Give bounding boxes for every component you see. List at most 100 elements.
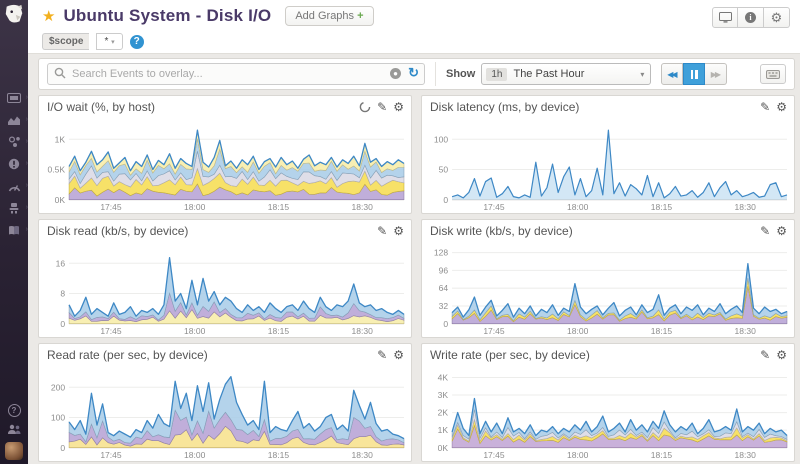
- gear-icon[interactable]: ⚙: [393, 99, 404, 114]
- graph-panel-2: Disk latency (ms, by device) ✎ ⚙ 0 50 100 17:4…: [421, 95, 795, 214]
- page-title: Ubuntu System - Disk I/O: [63, 6, 272, 25]
- sidebar-nav: › › › › › › ›: [5, 91, 28, 237]
- svg-text:18:30: 18:30: [735, 326, 757, 336]
- graph-title: Disk read (kb/s, by device): [47, 223, 189, 238]
- pencil-icon[interactable]: ✎: [760, 99, 771, 114]
- info-glyph: i: [745, 12, 756, 23]
- pencil-icon[interactable]: ✎: [760, 347, 771, 362]
- svg-text:18:30: 18:30: [352, 326, 374, 336]
- sidebar-bottom: ?: [5, 404, 23, 460]
- gear-icon[interactable]: ⚙: [776, 99, 787, 114]
- chevron-right-icon: ›: [25, 160, 28, 167]
- svg-text:18:15: 18:15: [651, 450, 673, 460]
- gear-icon[interactable]: ⚙: [764, 7, 790, 28]
- favorite-star-icon[interactable]: ★: [42, 8, 56, 25]
- sidebar-item-metrics[interactable]: ›: [5, 179, 28, 193]
- pencil-icon[interactable]: ✎: [377, 347, 388, 362]
- sidebar-item-monitors[interactable]: ›: [5, 157, 28, 171]
- datadog-logo-icon[interactable]: [3, 3, 25, 25]
- screenboard-icon[interactable]: [712, 7, 738, 28]
- chart-area[interactable]: 0K 0.5K 1K 17:45 18:00 18:15 18:30: [39, 117, 411, 213]
- svg-text:4K: 4K: [438, 372, 449, 382]
- gear-icon[interactable]: ⚙: [393, 347, 404, 362]
- svg-text:17:45: 17:45: [100, 326, 122, 336]
- graph-title: I/O wait (%, by host): [47, 99, 156, 114]
- scope-selector[interactable]: * ▾: [96, 33, 123, 50]
- svg-text:0: 0: [443, 319, 448, 329]
- help-icon[interactable]: ?: [7, 404, 21, 417]
- dashboard-header: ★ Ubuntu System - Disk I/O Add Graphs + …: [28, 0, 800, 54]
- svg-text:0.5K: 0.5K: [48, 164, 66, 174]
- scope-help-icon[interactable]: ?: [129, 34, 144, 49]
- graph-title: Disk latency (ms, by device): [430, 99, 580, 114]
- team-icon[interactable]: [7, 424, 21, 435]
- svg-text:17:45: 17:45: [483, 450, 505, 460]
- scope-current-value: *: [104, 36, 109, 47]
- chart-area[interactable]: 0K 1K 2K 3K 4K 17:45 18:00 18:15 18:30: [422, 365, 794, 461]
- graph-panel-5: Read rate (per sec, by device) ✎ ⚙ 0 100 200 1…: [38, 343, 412, 462]
- refresh-events-icon[interactable]: ↻: [408, 65, 419, 80]
- gear-icon[interactable]: ⚙: [776, 347, 787, 362]
- show-label: Show: [446, 68, 476, 80]
- chevron-right-icon: ›: [25, 182, 28, 189]
- pencil-icon[interactable]: ✎: [377, 223, 388, 238]
- info-icon[interactable]: i: [738, 7, 764, 28]
- graph-grid: I/O wait (%, by host) ✎ ⚙ 0K 0.5K 1K 17:45 18:0…: [38, 95, 795, 462]
- user-avatar[interactable]: [5, 442, 23, 460]
- svg-text:17:45: 17:45: [483, 202, 505, 212]
- rewind-button[interactable]: ◀◀: [661, 63, 684, 85]
- chart-area[interactable]: 0 100 200 17:45 18:00 18:15 18:30: [39, 365, 411, 461]
- toolbar-divider: [435, 62, 436, 86]
- chevron-down-icon: ▾: [111, 39, 115, 46]
- svg-text:18:15: 18:15: [268, 326, 290, 336]
- gear-icon[interactable]: ⚙: [393, 223, 404, 238]
- svg-text:0: 0: [60, 319, 65, 329]
- graph-panel-4: Disk write (kb/s, by device) ✎ ⚙ 0 32 64 96 128…: [421, 219, 795, 338]
- svg-text:0: 0: [60, 443, 65, 453]
- sidebar-item-notebooks[interactable]: ›: [5, 223, 28, 237]
- sidebar-item-dashboards[interactable]: ›: [5, 113, 28, 127]
- events-toolbar: ● ↻ Show 1h The Past Hour ▾ ◀◀ ▶▶: [38, 58, 795, 90]
- gear-icon[interactable]: ⚙: [776, 223, 787, 238]
- app-sidebar: › › › › › › › ?: [0, 0, 28, 464]
- sidebar-item-infrastructure[interactable]: ›: [5, 135, 28, 149]
- svg-text:8: 8: [60, 288, 65, 298]
- svg-text:64: 64: [439, 283, 449, 293]
- graph-title: Write rate (per sec, by device): [430, 347, 590, 362]
- pencil-icon[interactable]: ✎: [760, 223, 771, 238]
- svg-text:50: 50: [439, 164, 449, 174]
- svg-text:128: 128: [434, 248, 448, 258]
- scope-label: $scope: [42, 33, 90, 50]
- svg-text:100: 100: [434, 134, 448, 144]
- chart-area[interactable]: 0 50 100 17:45 18:00 18:15 18:30: [422, 117, 794, 213]
- keyboard-shortcuts-button[interactable]: [760, 64, 786, 84]
- time-range-select[interactable]: 1h The Past Hour ▾: [481, 63, 652, 85]
- chart-area[interactable]: 0 32 64 96 128 17:45 18:00 18:15 18:30: [422, 241, 794, 337]
- svg-text:18:00: 18:00: [567, 450, 589, 460]
- svg-text:18:30: 18:30: [352, 202, 374, 212]
- graph-panel-3: Disk read (kb/s, by device) ✎ ⚙ 0 8 16 17:45 18…: [38, 219, 412, 338]
- svg-text:0K: 0K: [55, 195, 66, 205]
- add-graphs-button[interactable]: Add Graphs +: [285, 6, 374, 26]
- search-input[interactable]: [47, 63, 425, 85]
- chevron-right-icon: ›: [25, 116, 28, 123]
- sidebar-item-integrations[interactable]: ›: [5, 201, 28, 215]
- sidebar-item-events[interactable]: ›: [5, 91, 28, 105]
- pause-button[interactable]: [683, 63, 706, 85]
- plus-icon: +: [357, 10, 364, 22]
- svg-text:96: 96: [439, 265, 449, 275]
- svg-text:1K: 1K: [55, 134, 66, 144]
- graph-panel-1: I/O wait (%, by host) ✎ ⚙ 0K 0.5K 1K 17:45 18:0…: [38, 95, 412, 214]
- chart-area[interactable]: 0 8 16 17:45 18:00 18:15 18:30: [39, 241, 411, 337]
- search-icon: [54, 67, 66, 79]
- clear-search-icon[interactable]: ●: [390, 68, 401, 79]
- svg-text:18:30: 18:30: [352, 450, 374, 460]
- graph-title: Read rate (per sec, by device): [47, 347, 208, 362]
- svg-text:18:15: 18:15: [651, 202, 673, 212]
- svg-text:18:00: 18:00: [184, 326, 206, 336]
- forward-button[interactable]: ▶▶: [705, 63, 728, 85]
- chevron-right-icon: ›: [25, 226, 28, 233]
- svg-text:18:30: 18:30: [735, 202, 757, 212]
- gear-glyph: ⚙: [770, 10, 783, 25]
- pencil-icon[interactable]: ✎: [377, 99, 388, 114]
